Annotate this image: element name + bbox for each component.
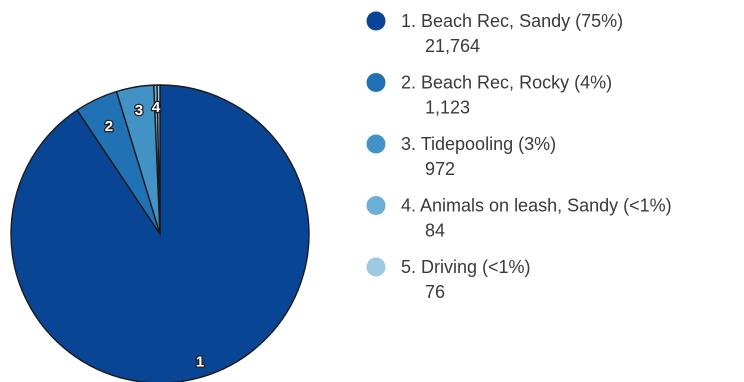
slice-number-label-3: 3 [135, 102, 143, 119]
legend-marker-3 [366, 134, 386, 154]
slice-number-label-1: 1 [196, 354, 204, 371]
legend: 1. Beach Rec, Sandy (75%) 21,764 2. Beach … [366, 11, 672, 302]
legend-marker-1 [366, 11, 386, 31]
pie-slice-labels: 1 2 3 4 [103, 98, 205, 372]
legend-label-5: 5. Driving (<1%) [401, 257, 531, 277]
legend-value-4: 84 [425, 221, 445, 241]
legend-marker-4 [366, 196, 386, 215]
legend-label-1: 1. Beach Rec, Sandy (75%) [401, 11, 623, 31]
slice-number-label-2: 2 [105, 118, 113, 135]
legend-value-2: 1,123 [425, 98, 470, 118]
legend-label-3: 3. Tidepooling (3%) [401, 134, 556, 154]
legend-label-4: 4. Animals on leash, Sandy (<1%) [401, 196, 672, 216]
legend-value-5: 76 [425, 282, 445, 302]
legend-value-1: 21,764 [425, 36, 480, 56]
pie-slices [10, 84, 310, 382]
legend-label-2: 2. Beach Rec, Rocky (4%) [401, 73, 612, 93]
legend-marker-2 [366, 73, 386, 92]
legend-value-3: 972 [425, 159, 455, 179]
slice-number-label-4: 4 [152, 99, 161, 116]
pie-slice-5 [156, 84, 161, 235]
legend-marker-5 [366, 257, 386, 277]
